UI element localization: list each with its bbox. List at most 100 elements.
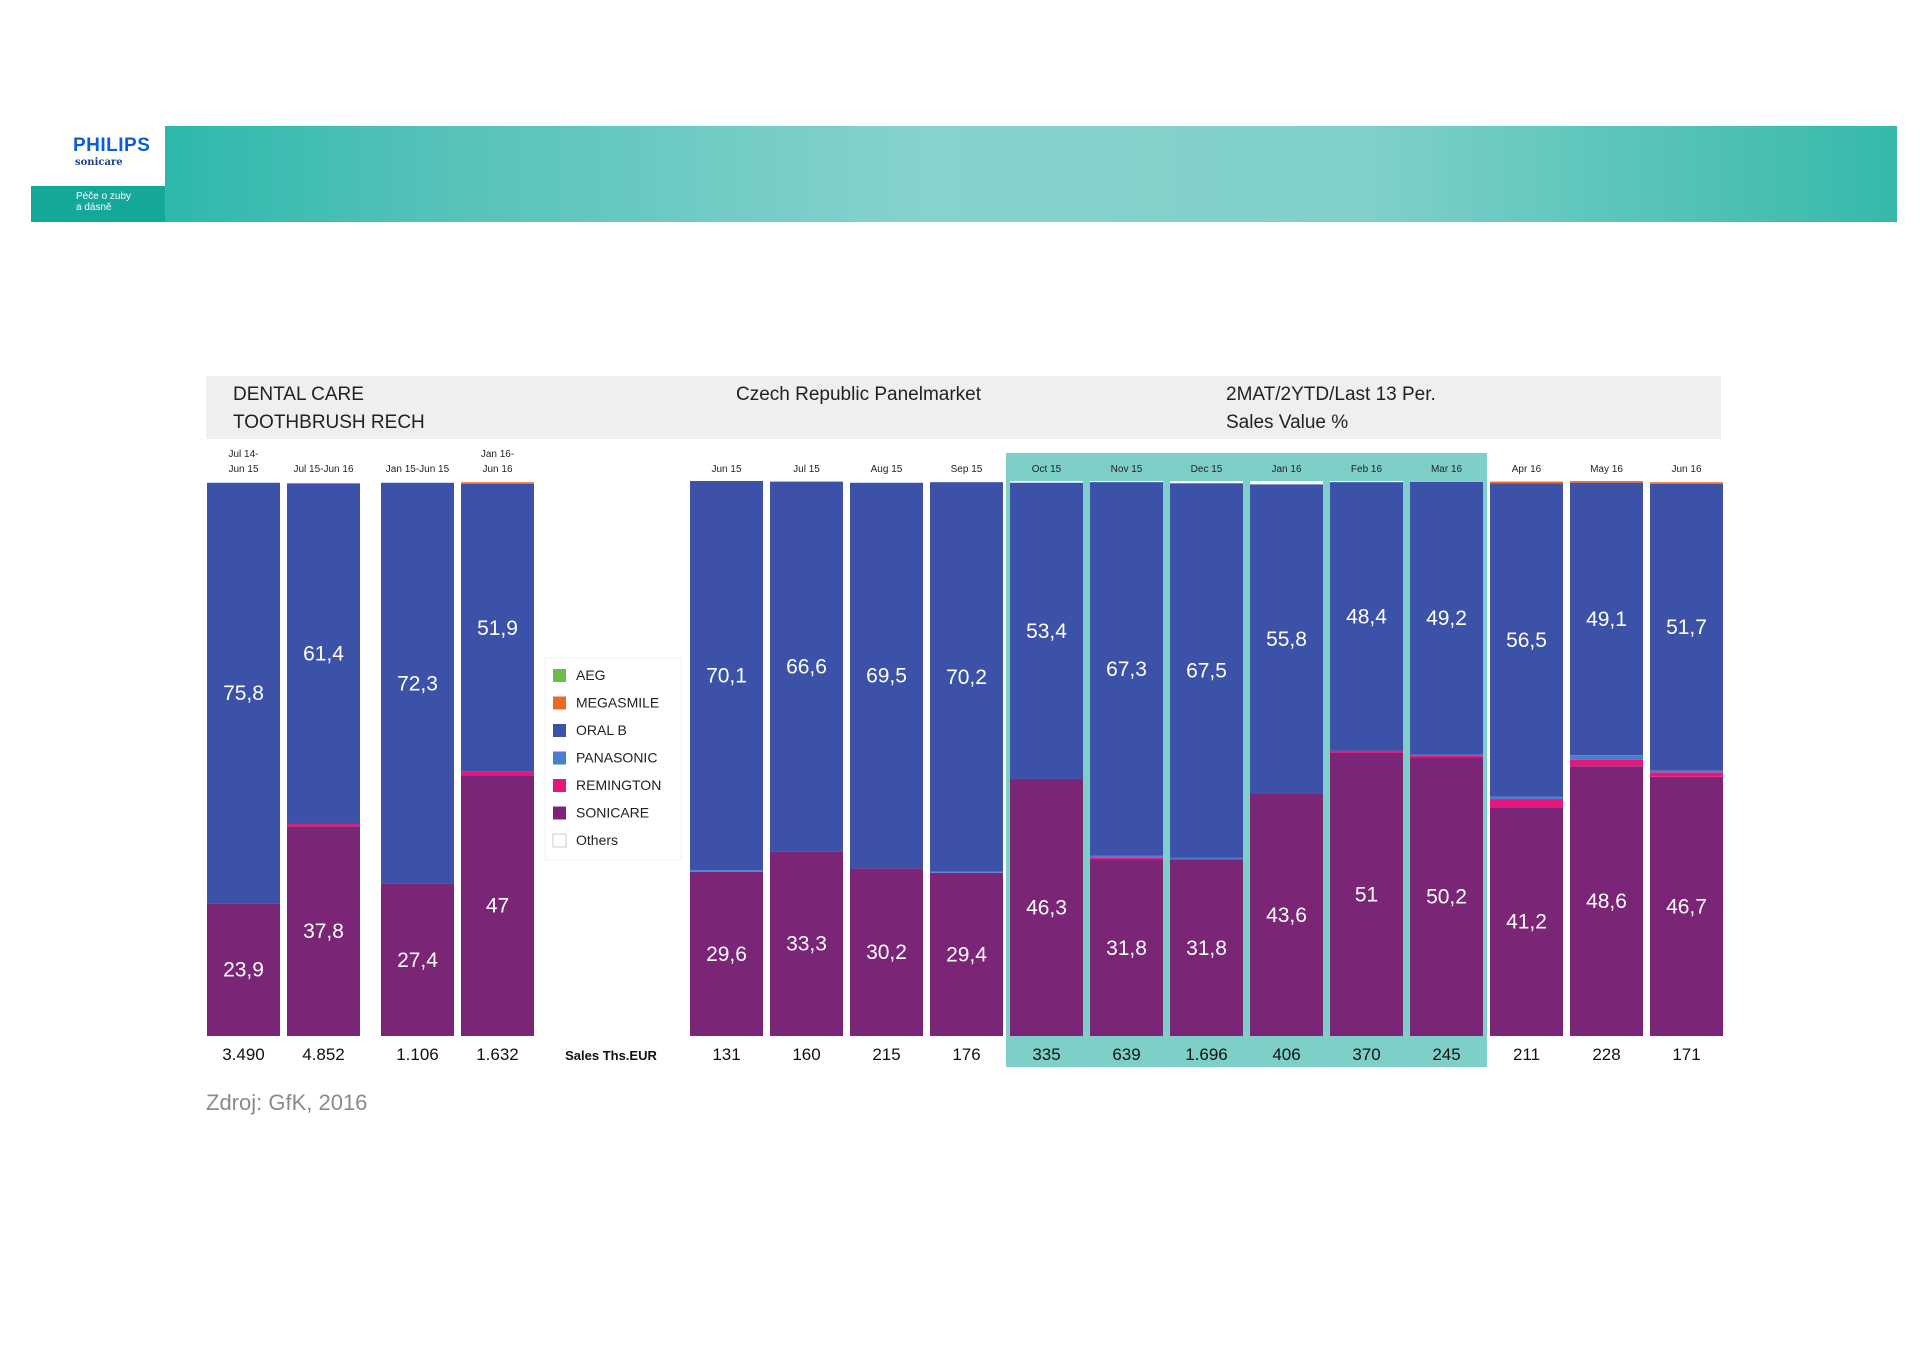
legend-swatch-megasmile — [553, 696, 566, 710]
sales-value: 639 — [1112, 1045, 1140, 1064]
bar-segment-sonicare — [1170, 859, 1243, 1036]
bar-segment-others — [1170, 481, 1243, 484]
bar-segment-remington — [1570, 759, 1643, 767]
bar-segment-remington — [287, 823, 360, 827]
data-label-sonicare: 31,8 — [1186, 937, 1227, 960]
sales-value: 1.632 — [476, 1045, 519, 1064]
bar-segment-sonicare — [207, 903, 280, 1036]
bar-segment-sonicare — [1490, 807, 1563, 1036]
header-banner — [31, 126, 1897, 222]
bar-segment-megasmile — [1650, 482, 1723, 484]
header-right-line1: 2MAT/2YTD/Last 13 Per. — [1226, 384, 1436, 405]
data-label-sonicare: 43,6 — [1266, 904, 1307, 927]
logo-white-panel — [31, 126, 165, 186]
bar-segment-panasonic — [690, 870, 763, 872]
category-label: Dec 15 — [1191, 464, 1223, 475]
category-label: Jan 15-Jun 15 — [386, 464, 450, 475]
data-label-oral-b: 67,5 — [1186, 660, 1227, 683]
bar-segment-sonicare — [1010, 779, 1083, 1036]
bar-segment-sonicare — [1330, 752, 1403, 1036]
bar-segment-oral-b — [381, 482, 454, 884]
legend-swatch-remington — [553, 779, 566, 792]
bar-segment-oral-b — [1330, 482, 1403, 751]
category-label: May 16 — [1590, 464, 1623, 475]
bar-segment-sonicare — [1250, 794, 1323, 1036]
category-label: Jul 15-Jun 16 — [293, 464, 353, 475]
logo-product-text: sonicare — [75, 157, 123, 168]
category-label: Jun 15 — [228, 464, 258, 475]
logo-green-panel — [31, 186, 165, 222]
bar-segment-oral-b — [1650, 483, 1723, 771]
sales-value: 370 — [1352, 1045, 1380, 1064]
data-label-oral-b: 56,5 — [1506, 629, 1547, 652]
sales-value: 211 — [1513, 1045, 1540, 1064]
sales-value: 176 — [952, 1045, 980, 1064]
bar-segment-sonicare — [1090, 859, 1163, 1036]
data-label-sonicare: 33,3 — [786, 933, 827, 956]
bar-segment-remington — [1490, 799, 1563, 808]
bar-segment-sonicare — [1410, 757, 1483, 1036]
category-label: Sep 15 — [951, 464, 983, 475]
data-label-oral-b: 51,7 — [1666, 616, 1707, 639]
data-label-oral-b: 49,2 — [1426, 607, 1467, 630]
legend-label-sonicare: SONICARE — [576, 805, 649, 821]
data-label-oral-b: 48,4 — [1346, 605, 1387, 628]
data-label-oral-b: 67,3 — [1106, 658, 1147, 681]
category-label: Jan 16 — [1271, 464, 1301, 475]
sales-value: 335 — [1032, 1045, 1060, 1064]
bar-segment-remington — [1650, 772, 1723, 777]
bar-segment-sonicare — [287, 826, 360, 1036]
bar-segment-oral-b — [1490, 483, 1563, 797]
legend-box — [544, 657, 682, 861]
sales-value: 406 — [1272, 1045, 1300, 1064]
data-label-sonicare: 30,2 — [866, 941, 907, 964]
bar-segment-oral-b — [1570, 482, 1643, 756]
bar-segment-sonicare — [461, 775, 534, 1036]
sales-value: 131 — [712, 1045, 740, 1064]
category-label: Jun 16 — [1671, 464, 1701, 475]
data-label-oral-b: 72,3 — [397, 672, 438, 695]
data-label-sonicare: 46,7 — [1666, 895, 1707, 918]
bar-segment-panasonic — [1090, 855, 1163, 858]
category-label: Jul 14- — [228, 449, 258, 460]
data-label-oral-b: 55,8 — [1266, 628, 1307, 651]
data-label-sonicare: 41,2 — [1506, 911, 1547, 934]
bar-segment-oral-b — [770, 481, 843, 852]
bar-segment-panasonic — [1170, 857, 1243, 860]
data-label-oral-b: 61,4 — [303, 643, 344, 666]
data-label-oral-b: 66,6 — [786, 655, 827, 678]
data-label-oral-b: 70,2 — [946, 666, 987, 689]
sales-value: 4.852 — [302, 1045, 345, 1064]
sales-value: 1.106 — [396, 1045, 439, 1064]
header-right-line2: Sales Value % — [1226, 412, 1348, 433]
bar-segment-others — [1490, 481, 1563, 482]
legend-label-others: Others — [576, 832, 618, 848]
bar-segment-panasonic — [1650, 770, 1723, 773]
chart-header-box — [206, 376, 1721, 439]
data-label-sonicare: 29,6 — [706, 943, 747, 966]
bar-segment-others — [770, 481, 843, 482]
category-label: Jun 16 — [482, 464, 512, 475]
bar-segment-oral-b — [207, 482, 280, 904]
bar-segment-others — [1330, 481, 1403, 483]
bar-segment-oral-b — [850, 482, 923, 869]
bar-segment-others — [207, 481, 280, 483]
data-label-sonicare: 48,6 — [1586, 890, 1627, 913]
bar-segment-oral-b — [1410, 481, 1483, 755]
legend-swatch-oral-b — [553, 724, 566, 737]
bar-segment-panasonic — [930, 871, 1003, 873]
bar-segment-others — [461, 481, 534, 483]
bar-segment-remington — [1330, 750, 1403, 753]
bar-segment-others — [1410, 481, 1483, 482]
bar-segment-panasonic — [1490, 796, 1563, 800]
sales-axis-label: Sales Ths.EUR — [565, 1048, 657, 1063]
legend-label-oral-b: ORAL B — [576, 722, 627, 738]
category-label: Aug 15 — [871, 464, 903, 475]
sales-value: 228 — [1592, 1045, 1620, 1064]
bar-segment-sonicare — [770, 851, 843, 1036]
bar-segment-others — [287, 481, 360, 484]
data-label-sonicare: 51 — [1355, 883, 1378, 906]
bar-segment-others — [1250, 481, 1323, 485]
legend-label-remington: REMINGTON — [576, 777, 661, 793]
bar-segment-others — [1010, 481, 1083, 483]
